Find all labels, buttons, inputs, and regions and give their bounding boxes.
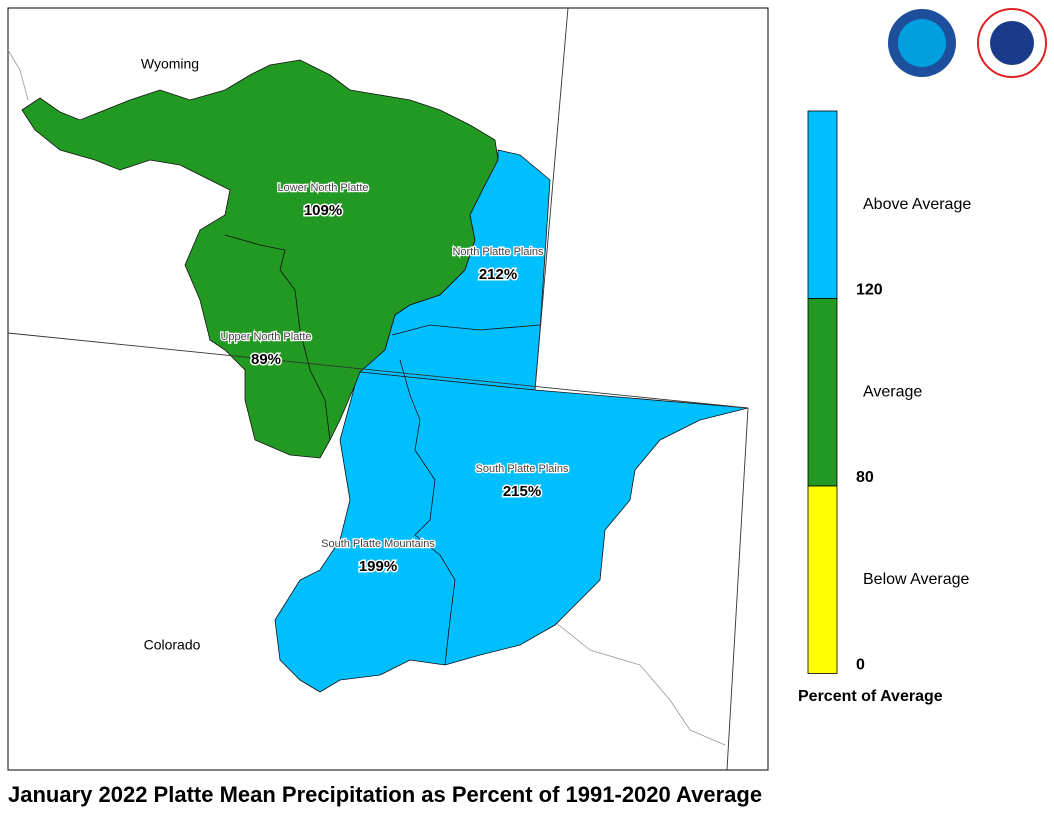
legend-swatch (807, 485, 838, 674)
state-label: Colorado (144, 637, 201, 653)
legend-title: Percent of Average (798, 688, 943, 705)
region-percent: 89% (251, 351, 281, 368)
legend-label: Average (863, 383, 922, 400)
basin-above (274, 371, 749, 693)
boundaries (7, 7, 749, 771)
region-name: Lower North Platte (277, 182, 368, 194)
region-name: South Platte Plains (476, 463, 569, 475)
legend-tick: 80 (856, 469, 874, 486)
region-name: South Platte Mountains (321, 538, 435, 550)
region-name: Upper North Platte (220, 331, 311, 343)
region-percent: 215% (503, 483, 541, 500)
legend-tick: 120 (856, 282, 883, 299)
state-label: Wyoming (141, 56, 199, 72)
basin-above (359, 149, 551, 391)
region-percent: 109% (304, 202, 342, 219)
legend-label: Below Average (863, 571, 970, 588)
basemap (7, 49, 726, 746)
region-percent: 199% (359, 558, 397, 575)
legend-swatch (807, 110, 838, 299)
logos (888, 8, 1047, 78)
legend-tick: 0 (856, 657, 865, 674)
legend-label: Above Average (863, 196, 971, 213)
basin-boundaries (224, 234, 541, 666)
region-name: North Platte Plains (452, 246, 544, 258)
region-percent: 212% (479, 266, 517, 283)
legend-swatch (807, 298, 838, 487)
title: January 2022 Platte Mean Precipitation a… (8, 782, 762, 807)
